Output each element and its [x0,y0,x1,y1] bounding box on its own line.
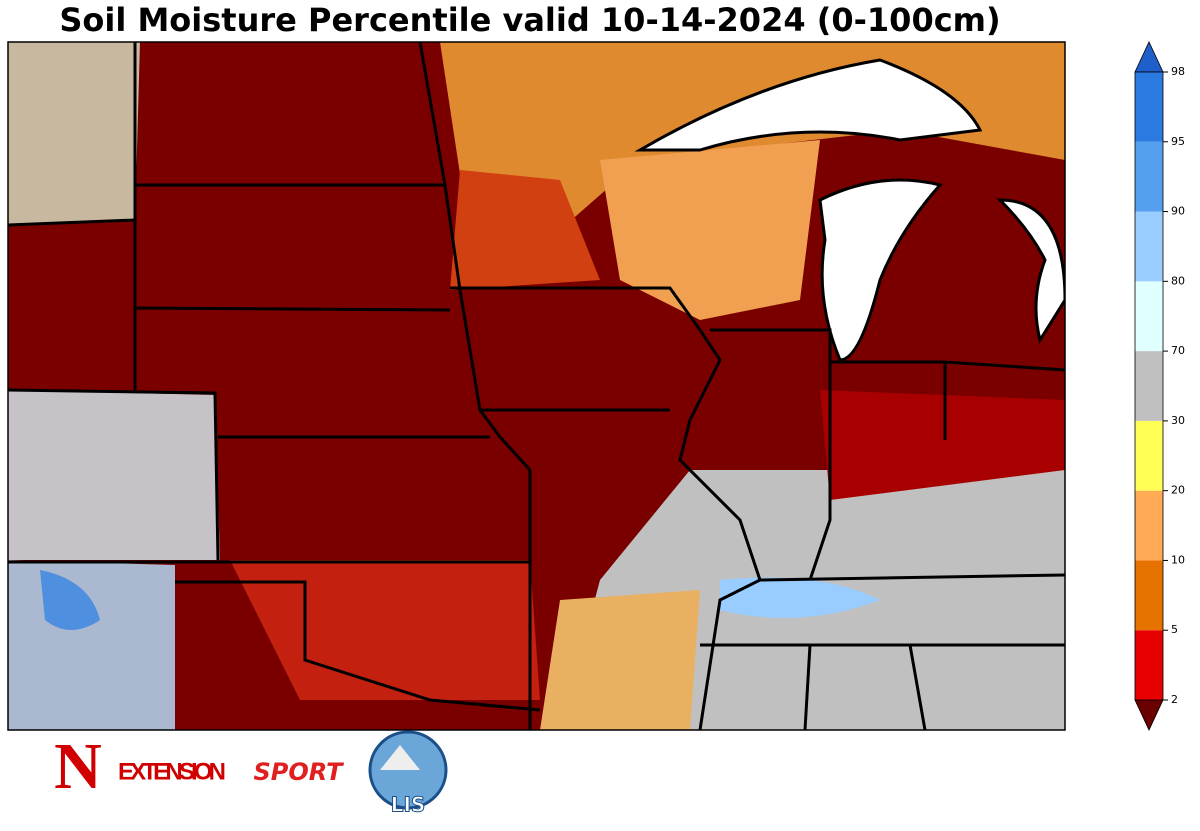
colorbar-tick-label: 30 [1171,414,1185,427]
logo-n: N [54,730,102,803]
colorbar-tick-label: 2 [1171,693,1178,706]
logos: N EXTENSION SPORT LIS [54,730,448,817]
logo-lis-mountain [380,745,420,770]
colorbar-band [1135,420,1163,491]
colorbar-tick-label: 80 [1171,274,1185,287]
logo-extension: EXTENSION [118,758,226,785]
logo-lis: LIS [391,793,426,817]
colorbar-band [1135,281,1163,352]
colorbar-band [1135,211,1163,282]
colorbar-band [1135,72,1163,142]
logo-sport: SPORT [253,758,344,786]
colorbar-tick-label: 10 [1171,553,1185,566]
colorbar-extend-low [1134,699,1164,731]
colorbar-tick-label: 20 [1171,484,1185,497]
colorbar-frame [1134,71,1164,701]
map [7,41,1066,731]
colorbar-band [1135,351,1163,421]
colorbar-band [1135,560,1163,631]
colorbar-extend-high [1134,41,1164,73]
colorbar-tick-label: 90 [1171,205,1185,218]
title: Soil Moisture Percentile valid 10-14-202… [59,1,1000,39]
colorbar-tick-label: 98 [1171,65,1185,78]
colorbar-band [1135,490,1163,561]
colorbar-band [1135,630,1163,700]
colorbar-tick-label: 70 [1171,344,1185,357]
colorbar-tick-label: 5 [1171,623,1178,636]
colorbar-band [1135,141,1163,212]
colorbar-tick-label: 95 [1171,135,1185,148]
colorbar: 2 5 10 20 30 70 80 90 95 98 [1134,41,1185,731]
